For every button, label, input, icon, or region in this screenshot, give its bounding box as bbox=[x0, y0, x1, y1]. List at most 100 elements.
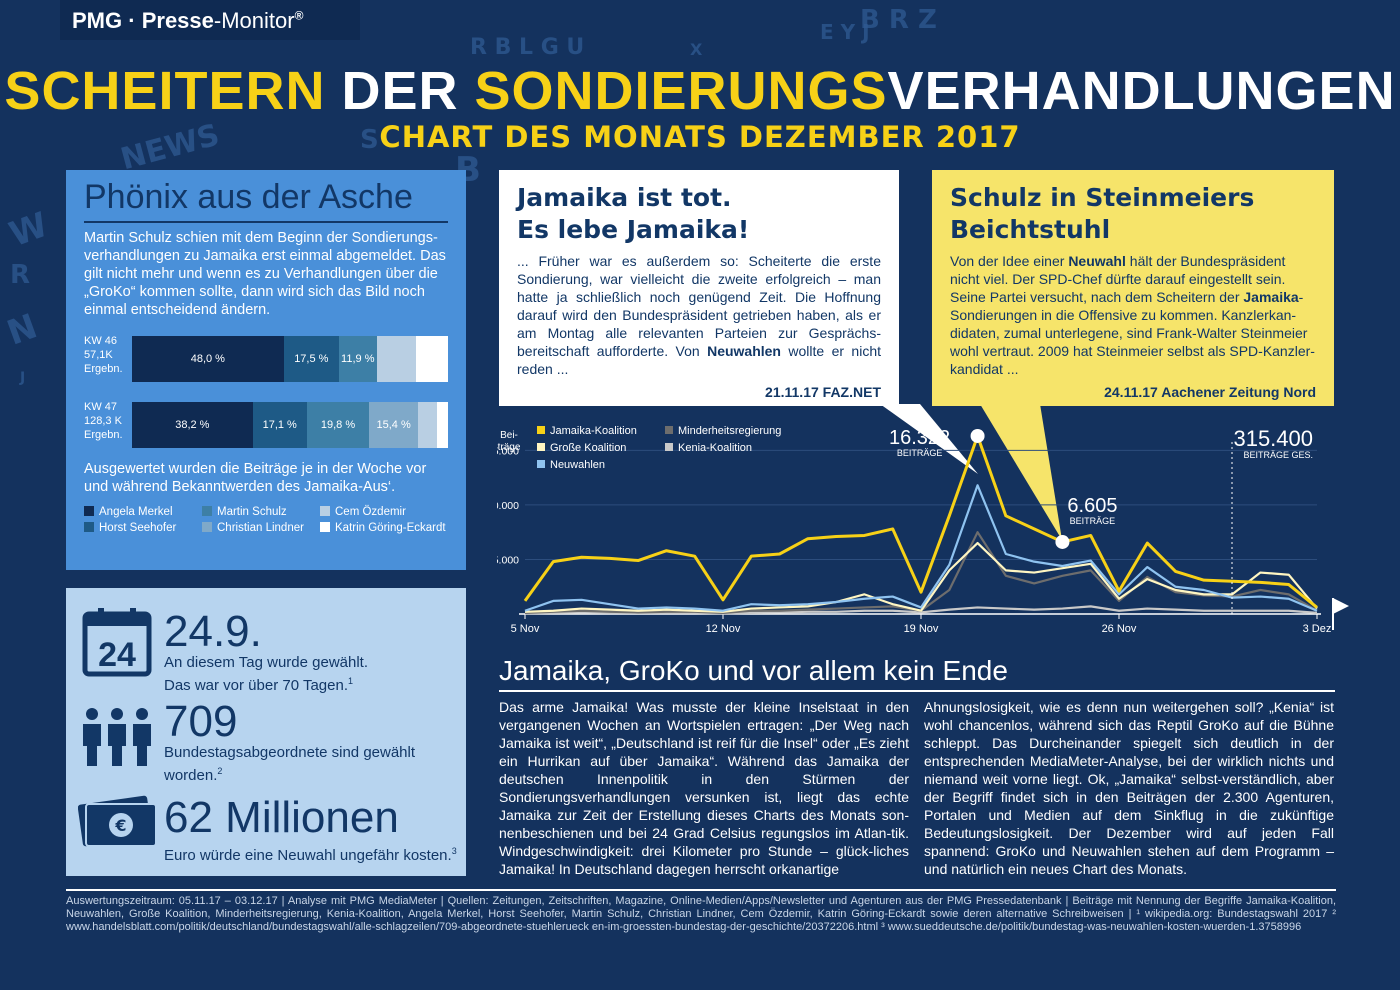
bar-segment: 17,1 % bbox=[252, 402, 307, 448]
article-title: Jamaika, GroKo und vor allem kein Ende bbox=[499, 655, 1008, 686]
person-legend: Angela Merkel Martin Schulz Cem Özdemir … bbox=[84, 506, 454, 534]
page-title: SCHEITERN DER SONDIERUNGSVERHANDLUNGEN bbox=[4, 61, 1396, 121]
x-tick-label: 5 Nov bbox=[511, 623, 540, 635]
legend-swatch bbox=[537, 443, 545, 451]
quote-bubble-aachener: Schulz in Steinmeiers Beichtstuhl Von der… bbox=[932, 170, 1334, 406]
total-value: 315.400 bbox=[1233, 426, 1313, 451]
quote-bubble-faz: Jamaika ist tot. Es lebe Jamaika! ... Frü… bbox=[499, 170, 899, 406]
x-tick-label: 12 Nov bbox=[706, 623, 741, 635]
series-line-jamaika-koalition bbox=[523, 434, 1318, 609]
fact-text: Euro würde eine Neuwahl ungefähr kosten.… bbox=[164, 846, 457, 864]
annotation-value: 16.322 bbox=[889, 427, 950, 449]
legend-item: Christian Lindner bbox=[202, 522, 320, 534]
bar-segment: 17,5 % bbox=[283, 336, 339, 382]
quote-source: 24.11.17 Aachener Zeitung Nord bbox=[1104, 384, 1316, 400]
svg-text:€: € bbox=[114, 816, 126, 835]
legend-label: Große Koalition bbox=[550, 442, 626, 454]
legend-swatch bbox=[665, 443, 673, 451]
legend-label: Kenia-Koalition bbox=[678, 442, 752, 454]
phoenix-note: Ausgewertet wurden die Beiträge je in de… bbox=[84, 461, 427, 495]
quote-headline: Schulz in Steinmeiers Beichtstuhl bbox=[950, 183, 1255, 244]
legend-swatch bbox=[202, 506, 212, 516]
annotation-unit: BEITRÄGE bbox=[897, 448, 943, 458]
bar-segment bbox=[416, 336, 448, 382]
decorative-letters: S bbox=[360, 125, 379, 155]
decorative-letters: N bbox=[2, 306, 43, 354]
bar-segment: 48,0 % bbox=[132, 336, 284, 382]
x-tick-label: 26 Nov bbox=[1102, 623, 1137, 635]
legend-label: Jamaika-Koalition bbox=[550, 425, 637, 437]
legend-swatch bbox=[320, 506, 330, 516]
x-tick-label: 3 Dez bbox=[1303, 623, 1332, 635]
legend-swatch bbox=[84, 506, 94, 516]
legend-swatch bbox=[320, 522, 330, 532]
y-axis-label: Bei- bbox=[500, 430, 518, 441]
legend-item: Cem Özdemir bbox=[320, 506, 454, 518]
total-unit: BEITRÄGE GES. bbox=[1243, 450, 1313, 460]
bar-segment: 11,9 % bbox=[338, 336, 377, 382]
fact-date: 24.9. bbox=[164, 607, 262, 656]
fact-text: Bundestagsabgeordnete sind gewählt worden… bbox=[164, 744, 416, 784]
y-axis-label: träge bbox=[498, 442, 521, 453]
euro-banknote-icon: € bbox=[78, 795, 157, 847]
fact-cost: 62 Millionen bbox=[164, 793, 399, 842]
phoenix-panel: Phönix aus der Asche Martin Schulz schie… bbox=[66, 170, 466, 570]
divider bbox=[66, 889, 1336, 891]
divider bbox=[84, 221, 448, 223]
quote-headline: Jamaika ist tot. Es lebe Jamaika! bbox=[517, 183, 750, 244]
decorative-letters: J bbox=[20, 370, 26, 386]
divider bbox=[499, 690, 1335, 692]
x-tick-label: 19 Nov bbox=[904, 623, 939, 635]
legend-swatch bbox=[84, 522, 94, 532]
quote-text: ... Früher war es außerdem so: Scheitert… bbox=[517, 253, 882, 377]
phoenix-heading: Phönix aus der Asche bbox=[84, 178, 413, 216]
article-column-2: Ahnungslosigkeit, wie es denn nun weiter… bbox=[924, 699, 1334, 877]
row-label: KW 46 57,1K Ergebn. bbox=[84, 335, 123, 375]
stacked-share-bar: 48,0 % 17,5 % 11,9 % bbox=[132, 336, 448, 382]
y-tick-label: 10.000 bbox=[497, 500, 519, 512]
legend-label: Neuwahlen bbox=[550, 459, 605, 471]
stacked-share-bar: 38,2 % 17,1 % 19,8 % 15,4 % bbox=[132, 402, 448, 448]
decorative-letters: X bbox=[690, 40, 703, 59]
y-tick-label: 5.000 bbox=[497, 554, 519, 566]
series-line-minderheitsregierung bbox=[524, 531, 1318, 615]
quote-marker bbox=[1055, 534, 1070, 549]
quote-text: Von der Idee einer Neuwahl hält der Bund… bbox=[950, 253, 1315, 377]
bubble-pointer bbox=[880, 404, 978, 474]
annotation-unit: BEITRÄGE bbox=[1070, 516, 1116, 526]
page-subtitle: CHART DES MONATS DEZEMBER 2017 bbox=[379, 120, 1021, 154]
legend-item: Horst Seehofer bbox=[84, 522, 202, 534]
brand-logo: PMG · Presse-Monitor® bbox=[60, 0, 360, 40]
legend-swatch bbox=[537, 460, 545, 468]
legend-item: Katrin Göring-Eckardt bbox=[320, 522, 454, 534]
svg-text:24: 24 bbox=[98, 636, 136, 674]
annotation-value: 6.605 bbox=[1067, 495, 1117, 517]
legend-item: Martin Schulz bbox=[202, 506, 320, 518]
bar-segment bbox=[436, 402, 448, 448]
decorative-letters: R bbox=[10, 260, 31, 290]
legend-label: Minderheitsregierung bbox=[678, 425, 781, 437]
legend-swatch bbox=[202, 522, 212, 532]
bar-segment: 15,4 % bbox=[369, 402, 418, 448]
decorative-letters: E Y J bbox=[820, 20, 870, 44]
y-tick-label: 15.000 bbox=[497, 445, 519, 457]
quote-source: 21.11.17 FAZ.NET bbox=[765, 384, 881, 400]
calendar-icon: 24 bbox=[82, 608, 152, 677]
share-bar-row: KW 46 57,1K Ergebn. 48,0 % 17,5 % 11,9 % bbox=[84, 334, 448, 386]
people-icon bbox=[83, 708, 151, 766]
bar-segment bbox=[376, 336, 417, 382]
series-line-neuwahlen bbox=[524, 484, 1318, 612]
finish-flag-icon bbox=[1333, 598, 1349, 614]
footer-sources: Auswertungszeitraum: 05.11.17 – 03.12.17… bbox=[66, 895, 1336, 933]
fact-text: An diesem Tag wurde gewählt. Das war vor … bbox=[164, 654, 369, 694]
decorative-letters: W bbox=[4, 204, 54, 256]
row-label: KW 47 128,3 K Ergebn. bbox=[84, 401, 123, 441]
phoenix-intro: Martin Schulz schien mit dem Beginn der … bbox=[84, 230, 446, 318]
peak-marker bbox=[970, 428, 985, 443]
legend-swatch bbox=[665, 426, 673, 434]
bar-segment: 38,2 % bbox=[132, 402, 253, 448]
series-line-gro-e-koalition bbox=[524, 541, 1318, 613]
line-chart: Bei-träge 5.000 10.000 15.000 5 Nov 12 Nov 19 … bbox=[497, 425, 1349, 635]
bubble-pointer bbox=[980, 404, 1062, 540]
bar-segment bbox=[417, 402, 437, 448]
